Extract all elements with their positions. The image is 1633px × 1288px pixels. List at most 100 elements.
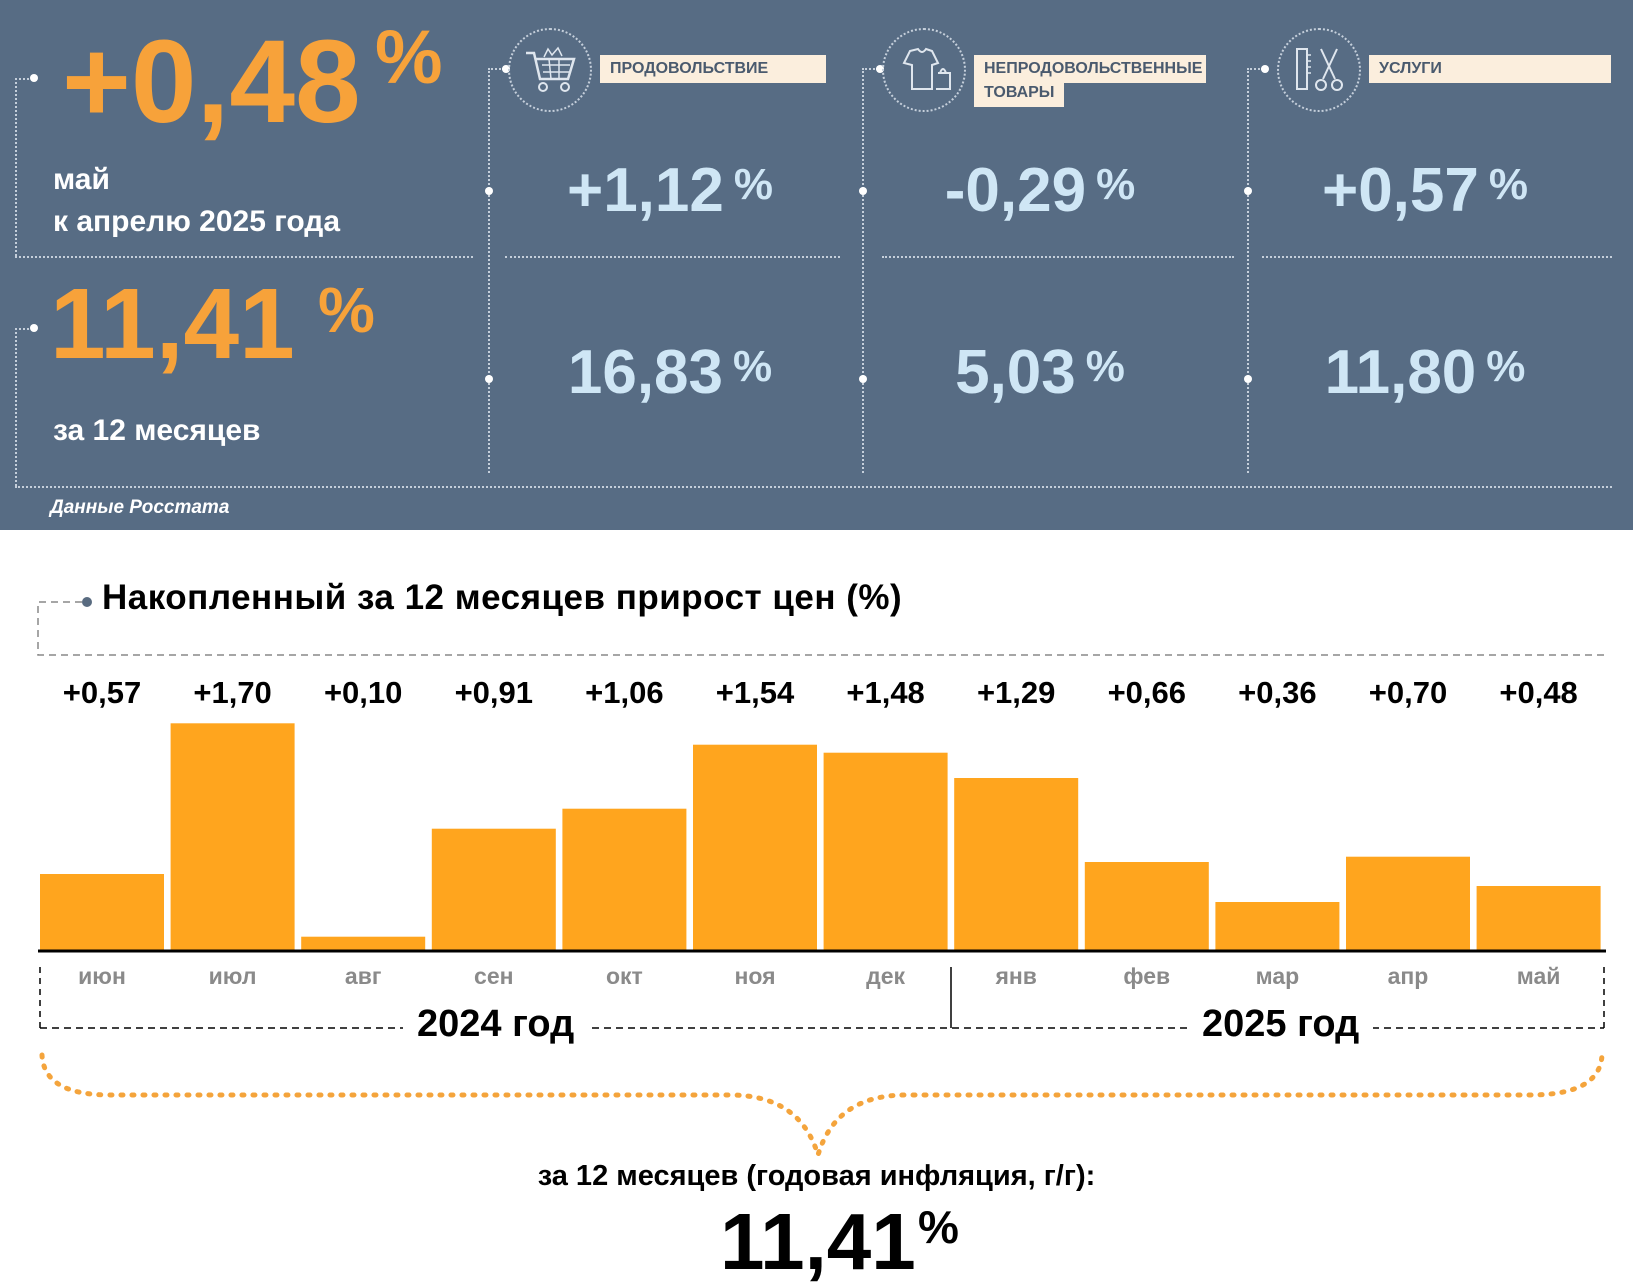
divider	[15, 328, 17, 486]
food-annual-pct: %	[733, 342, 773, 391]
bar-value-label: +0,66	[1107, 675, 1187, 710]
monthly-inflation-pct: %	[375, 15, 443, 100]
nonfood-annual-value: 5,03%	[890, 342, 1190, 404]
services-annual-number: 11,80	[1324, 338, 1477, 407]
divider	[488, 68, 490, 473]
category-label-food: ПРОДОВОЛЬСТВИЕ	[600, 55, 826, 83]
bullet-dot	[1244, 187, 1252, 195]
annual-inflation-caption: за 12 месяцев (годовая инфляция, г/г):	[537, 1160, 1096, 1192]
bar-июл	[170, 723, 295, 950]
bullet-dot	[859, 375, 867, 383]
food-annual-number: 16,83	[567, 338, 724, 407]
bar-value-label: +0,70	[1368, 675, 1448, 710]
divider	[15, 256, 473, 258]
month-label: июн	[78, 963, 126, 989]
divider	[882, 256, 1234, 258]
scissors-comb-icon	[1277, 28, 1361, 112]
food-monthly-value: +1,12%	[520, 160, 820, 222]
divider	[862, 68, 878, 70]
food-monthly-pct: %	[733, 160, 773, 209]
bullet-dot	[1244, 375, 1252, 383]
bar-окт	[562, 808, 687, 950]
divider	[862, 68, 864, 473]
bar-value-label: +1,48	[846, 675, 925, 710]
nonfood-monthly-number: -0,29	[944, 156, 1087, 225]
bar-value-label: +1,06	[585, 675, 664, 710]
bar-фев	[1084, 862, 1209, 950]
bar-value-label: +1,54	[715, 675, 795, 710]
bar-дек	[823, 752, 948, 950]
bullet-dot	[502, 65, 510, 73]
bar-chart	[38, 723, 1606, 953]
category-label-nonfood-line2: ТОВАРЫ	[974, 79, 1065, 107]
bullet-dot	[876, 65, 884, 73]
nonfood-monthly-pct: %	[1096, 160, 1136, 209]
year-label-2024: 2024 год	[403, 1003, 589, 1046]
divider	[15, 328, 33, 330]
services-monthly-pct: %	[1488, 160, 1528, 209]
bar-авг	[301, 936, 426, 950]
month-label: апр	[1387, 963, 1429, 989]
bar-мар	[1215, 902, 1340, 950]
monthly-label-period: к апрелю 2025 года	[53, 205, 341, 238]
chart-title-frame	[37, 597, 1606, 656]
month-label: мар	[1255, 963, 1300, 989]
food-annual-value: 16,83%	[520, 342, 820, 404]
food-monthly-number: +1,12	[566, 156, 724, 225]
chart-title: Накопленный за 12 месяцев прирост цен (%…	[102, 578, 903, 617]
bar-value-label: +0,57	[62, 675, 142, 710]
bar-value-label: +0,10	[323, 675, 403, 710]
summary-panel: +0,48 % май к апрелю 2025 года 11,41 % з…	[0, 0, 1633, 530]
bar-value-label: +0,91	[454, 675, 534, 710]
bar-сен	[431, 828, 556, 950]
month-label: янв	[995, 963, 1037, 989]
month-label: дек	[866, 963, 906, 989]
divider	[1262, 256, 1612, 258]
services-annual-value: 11,80%	[1275, 342, 1575, 404]
source-note: Данные Росстата	[50, 497, 230, 518]
services-monthly-number: +0,57	[1321, 156, 1479, 225]
monthly-inflation-value: +0,48	[62, 16, 361, 148]
bar-value-label: +1,29	[976, 675, 1056, 710]
year-brackets	[39, 967, 1605, 1164]
services-monthly-value: +0,57%	[1275, 160, 1575, 222]
annual-inflation-total-pct: %	[918, 1201, 959, 1253]
annual-inflation-pct: %	[318, 274, 375, 346]
bar-ноя	[693, 744, 817, 950]
divider	[1247, 68, 1249, 473]
divider	[15, 486, 1612, 488]
clothes-bag-icon	[882, 28, 966, 112]
month-label: июл	[208, 963, 257, 989]
month-label: май	[1516, 963, 1561, 989]
bar-value-label: +0,36	[1238, 675, 1317, 710]
month-label: окт	[605, 963, 643, 989]
annual-inflation-value: 11,41	[50, 268, 295, 380]
year-label-2025: 2025 год	[1188, 1003, 1374, 1046]
monthly-label-month: май	[53, 163, 110, 196]
bar-июн	[40, 874, 164, 950]
divider	[488, 68, 504, 70]
category-label-nonfood: НЕПРОДОВОЛЬСТВЕННЫЕ	[974, 55, 1206, 83]
month-label: фев	[1123, 963, 1171, 989]
category-label-nonfood-line1: НЕПРОДОВОЛЬСТВЕННЫЕ	[984, 60, 1203, 77]
month-label: сен	[474, 963, 514, 989]
shopping-cart-icon	[508, 28, 592, 112]
nonfood-monthly-value: -0,29%	[890, 160, 1190, 222]
bullet-dot	[30, 74, 38, 82]
bullet-dot	[485, 187, 493, 195]
bar-апр	[1346, 856, 1470, 950]
nonfood-annual-number: 5,03	[955, 338, 1076, 407]
bar-value-label: +1,70	[193, 675, 272, 710]
divider	[1247, 68, 1263, 70]
bar-value-label: +0,48	[1499, 675, 1578, 710]
bullet-dot	[485, 375, 493, 383]
bullet-dot	[1261, 65, 1269, 73]
annual-inflation-total: 11,41	[720, 1197, 916, 1286]
bar-янв	[954, 778, 1079, 950]
bar-май	[1476, 886, 1601, 950]
month-label: ноя	[734, 963, 776, 989]
divider	[505, 256, 840, 258]
month-label: авг	[344, 963, 382, 989]
divider	[15, 78, 17, 256]
nonfood-annual-pct: %	[1085, 342, 1125, 391]
